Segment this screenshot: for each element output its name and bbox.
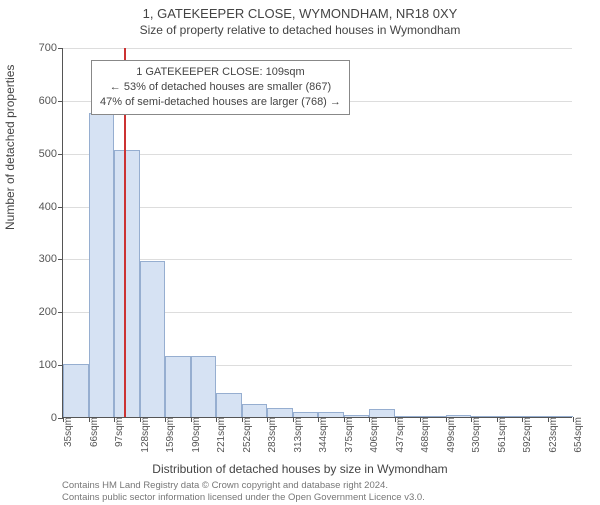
histogram-bar: [216, 393, 242, 417]
chart-title: 1, GATEKEEPER CLOSE, WYMONDHAM, NR18 0XY: [0, 0, 600, 21]
histogram-chart: 1, GATEKEEPER CLOSE, WYMONDHAM, NR18 0XY…: [0, 0, 600, 500]
histogram-bar: [522, 416, 548, 417]
annotation-line1: 1 GATEKEEPER CLOSE: 109sqm: [100, 65, 341, 80]
xtick-label: 437sqm: [389, 417, 406, 453]
ytick-label: 100: [39, 359, 63, 371]
xtick-label: 592sqm: [516, 417, 533, 453]
footnote: Contains HM Land Registry data © Crown c…: [62, 480, 425, 505]
xtick-label: 530sqm: [465, 417, 482, 453]
y-axis-title: Number of detached properties: [3, 65, 17, 230]
histogram-bar: [242, 404, 268, 417]
ytick-label: 600: [39, 95, 63, 107]
histogram-bar: [369, 409, 395, 417]
xtick-label: 35sqm: [57, 417, 74, 447]
xtick-label: 128sqm: [134, 417, 151, 453]
xtick-label: 375sqm: [338, 417, 355, 453]
xtick-label: 344sqm: [312, 417, 329, 453]
histogram-bar: [89, 113, 115, 417]
footnote-line2: Contains public sector information licen…: [62, 492, 425, 504]
ytick-label: 500: [39, 148, 63, 160]
xtick-label: 159sqm: [159, 417, 176, 453]
xtick-label: 561sqm: [491, 417, 508, 453]
histogram-bar: [395, 416, 421, 417]
xtick-label: 313sqm: [287, 417, 304, 453]
annotation-box: 1 GATEKEEPER CLOSE: 109sqm ← 53% of deta…: [91, 60, 350, 115]
xtick-label: 499sqm: [440, 417, 457, 453]
xtick-label: 221sqm: [210, 417, 227, 453]
xtick-label: 623sqm: [542, 417, 559, 453]
histogram-bar: [344, 415, 370, 417]
histogram-bar: [114, 150, 140, 417]
xtick-label: 283sqm: [261, 417, 278, 453]
x-axis-title: Distribution of detached houses by size …: [0, 462, 600, 476]
histogram-bar: [318, 412, 344, 417]
ytick-label: 400: [39, 201, 63, 213]
histogram-bar: [267, 408, 293, 418]
histogram-bar: [548, 416, 574, 417]
annotation-line2: ← 53% of detached houses are smaller (86…: [100, 80, 341, 95]
ytick-label: 700: [39, 42, 63, 54]
histogram-bar: [497, 416, 523, 417]
plot-area: 010020030040050060070035sqm66sqm97sqm128…: [62, 48, 572, 418]
xtick-label: 66sqm: [83, 417, 100, 447]
histogram-bar: [191, 356, 217, 417]
xtick-label: 97sqm: [108, 417, 125, 447]
ytick-label: 200: [39, 306, 63, 318]
histogram-bar: [471, 416, 497, 417]
histogram-bar: [446, 415, 472, 417]
histogram-bar: [293, 412, 319, 417]
annotation-line3: 47% of semi-detached houses are larger (…: [100, 95, 341, 110]
xtick-label: 190sqm: [185, 417, 202, 453]
histogram-bar: [420, 416, 446, 417]
histogram-bar: [140, 261, 166, 417]
xtick-label: 468sqm: [414, 417, 431, 453]
xtick-label: 654sqm: [567, 417, 584, 453]
histogram-bar: [165, 356, 191, 417]
xtick-label: 406sqm: [363, 417, 380, 453]
ytick-label: 300: [39, 253, 63, 265]
histogram-bar: [63, 364, 89, 417]
gridline: [63, 48, 572, 49]
footnote-line1: Contains HM Land Registry data © Crown c…: [62, 480, 425, 492]
chart-subtitle: Size of property relative to detached ho…: [0, 21, 600, 37]
xtick-label: 252sqm: [236, 417, 253, 453]
